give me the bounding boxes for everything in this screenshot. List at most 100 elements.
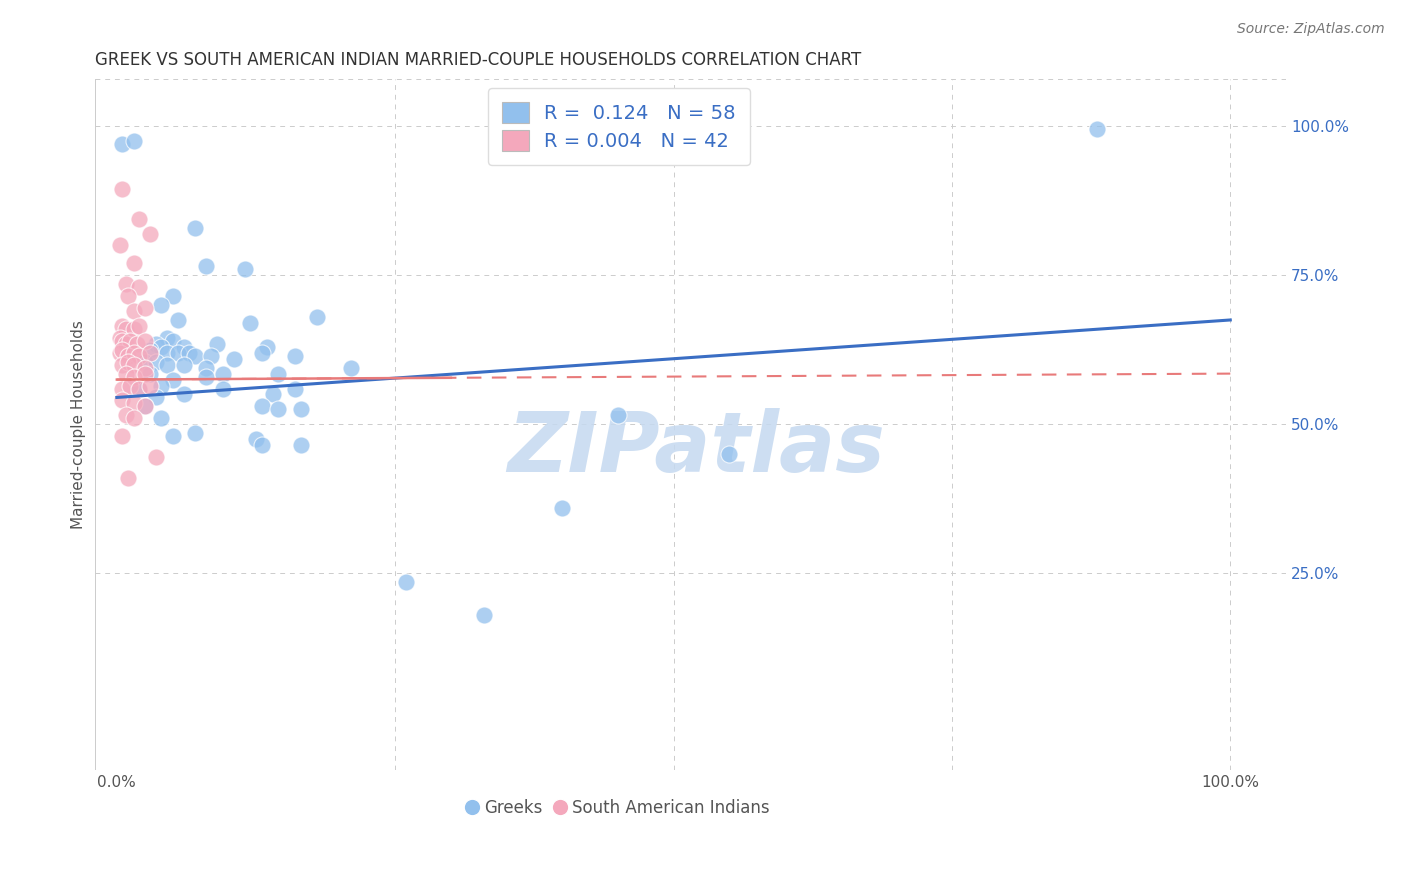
- Point: [120, 334, 142, 348]
- Point: [211, 382, 233, 396]
- Point: [139, 367, 162, 381]
- Point: [250, 400, 273, 414]
- Point: [156, 331, 179, 345]
- Point: [150, 411, 173, 425]
- Point: [194, 369, 217, 384]
- Point: [250, 345, 273, 359]
- Point: [162, 429, 184, 443]
- Point: [111, 182, 134, 196]
- Point: [718, 447, 741, 461]
- Point: [256, 340, 278, 354]
- Point: [117, 471, 139, 485]
- Point: [284, 382, 307, 396]
- Point: [139, 343, 162, 357]
- Point: [239, 316, 262, 330]
- Text: GREEK VS SOUTH AMERICAN INDIAN MARRIED-COUPLE HOUSEHOLDS CORRELATION CHART: GREEK VS SOUTH AMERICAN INDIAN MARRIED-C…: [94, 51, 860, 69]
- Point: [111, 393, 134, 408]
- Point: [139, 345, 162, 359]
- Point: [167, 313, 190, 327]
- Point: [179, 345, 201, 359]
- Point: [128, 382, 150, 396]
- Point: [551, 500, 574, 515]
- Point: [111, 334, 134, 348]
- Point: [134, 367, 156, 381]
- Point: [233, 262, 256, 277]
- Point: [173, 340, 195, 354]
- Point: [114, 277, 136, 292]
- Legend: Greeks, South American Indians: Greeks, South American Indians: [461, 793, 776, 824]
- Point: [150, 298, 173, 312]
- Point: [114, 409, 136, 423]
- Point: [128, 211, 150, 226]
- Point: [122, 369, 145, 384]
- Point: [339, 360, 361, 375]
- Text: Source: ZipAtlas.com: Source: ZipAtlas.com: [1237, 22, 1385, 37]
- Point: [290, 402, 312, 417]
- Point: [606, 409, 628, 423]
- Point: [111, 358, 134, 372]
- Point: [184, 220, 207, 235]
- Point: [125, 336, 148, 351]
- Point: [108, 331, 131, 345]
- Point: [167, 345, 190, 359]
- Point: [122, 358, 145, 372]
- Point: [134, 334, 156, 348]
- Point: [194, 360, 217, 375]
- Point: [134, 400, 156, 414]
- Point: [114, 336, 136, 351]
- Point: [128, 318, 150, 333]
- Point: [128, 382, 150, 396]
- Point: [128, 349, 150, 363]
- Point: [222, 351, 245, 366]
- Point: [184, 426, 207, 441]
- Y-axis label: Married-couple Households: Married-couple Households: [72, 320, 86, 529]
- Point: [114, 367, 136, 381]
- Point: [114, 322, 136, 336]
- Point: [120, 378, 142, 392]
- Point: [122, 304, 145, 318]
- Point: [145, 336, 167, 351]
- Point: [122, 411, 145, 425]
- Point: [472, 607, 495, 622]
- Point: [307, 310, 329, 324]
- Point: [111, 382, 134, 396]
- Point: [111, 343, 134, 357]
- Point: [162, 289, 184, 303]
- Point: [122, 396, 145, 410]
- Point: [250, 438, 273, 452]
- Point: [150, 340, 173, 354]
- Point: [111, 137, 134, 152]
- Point: [162, 334, 184, 348]
- Point: [162, 373, 184, 387]
- Point: [1085, 122, 1108, 136]
- Point: [134, 354, 156, 368]
- Point: [145, 354, 167, 368]
- Point: [122, 256, 145, 270]
- Point: [156, 345, 179, 359]
- Point: [145, 450, 167, 464]
- Point: [111, 318, 134, 333]
- Point: [108, 238, 131, 252]
- Point: [173, 358, 195, 372]
- Point: [262, 387, 284, 401]
- Point: [134, 301, 156, 315]
- Point: [267, 402, 290, 417]
- Point: [122, 134, 145, 148]
- Point: [173, 387, 195, 401]
- Point: [194, 260, 217, 274]
- Text: ZIPatlas: ZIPatlas: [508, 408, 884, 489]
- Point: [117, 289, 139, 303]
- Point: [139, 378, 162, 392]
- Point: [184, 349, 207, 363]
- Point: [111, 429, 134, 443]
- Point: [150, 378, 173, 392]
- Point: [117, 349, 139, 363]
- Point: [134, 360, 156, 375]
- Point: [128, 280, 150, 294]
- Point: [134, 400, 156, 414]
- Point: [200, 349, 222, 363]
- Point: [117, 354, 139, 368]
- Point: [108, 345, 131, 359]
- Point: [284, 349, 307, 363]
- Point: [156, 358, 179, 372]
